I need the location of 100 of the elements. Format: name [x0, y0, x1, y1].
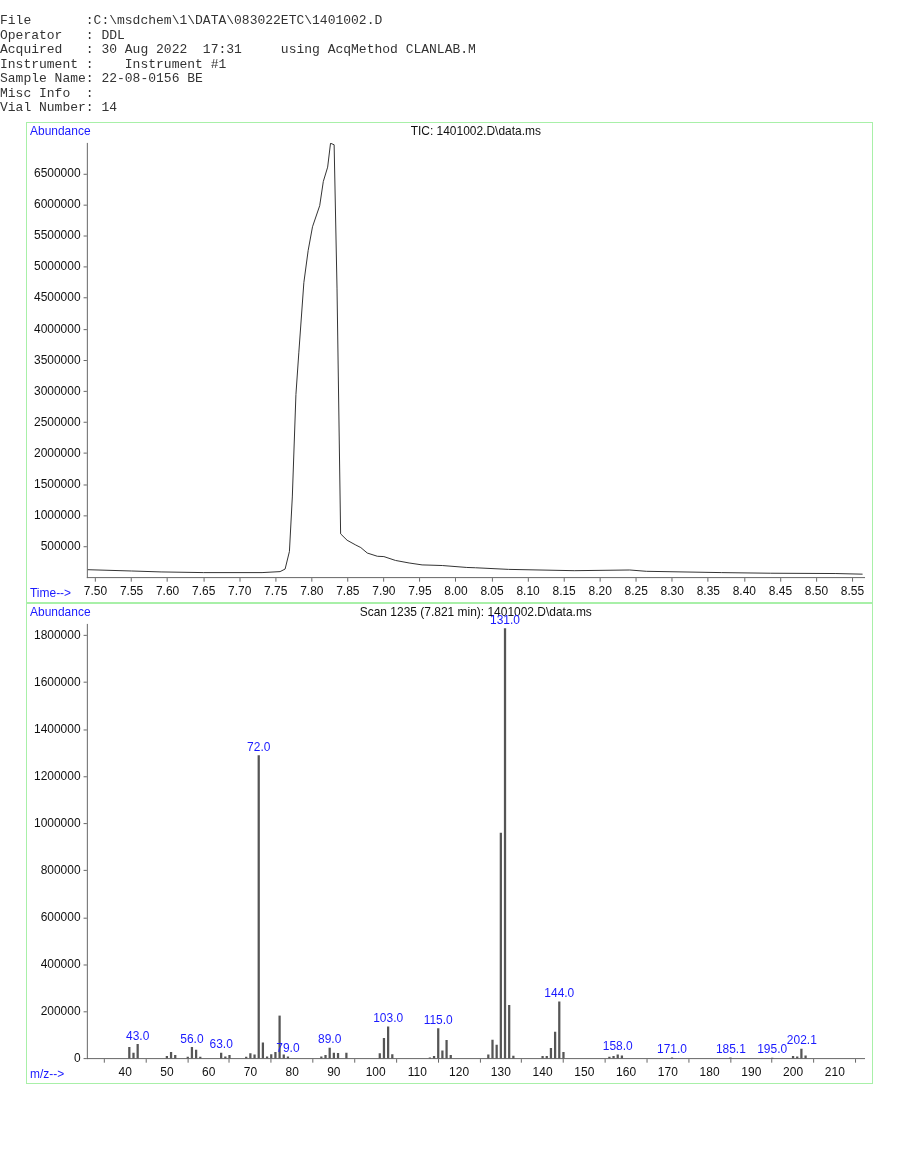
x-tick-label: 8.25: [624, 584, 649, 599]
bar: [228, 1055, 231, 1059]
y-tick-label: 3500000: [34, 352, 81, 367]
y-tick-label: 6500000: [34, 166, 81, 181]
x-tick-label: 7.60: [155, 584, 180, 599]
y-tick-label: 5000000: [34, 259, 81, 274]
bar: [562, 1052, 565, 1059]
y-tick-label: 200000: [40, 1004, 81, 1018]
text: Sample Name: 22-08-0156 BE: [0, 71, 203, 86]
x-axis-title: m/z-->: [29, 1067, 65, 1082]
x-tick-label: 110: [407, 1065, 428, 1080]
annotation: 63.0: [209, 1037, 234, 1052]
x-tick-label: 160: [616, 1065, 637, 1080]
x-tick-label: 210: [824, 1065, 846, 1080]
x-tick-label: 50: [160, 1065, 174, 1080]
y-tick-label: 2000000: [34, 445, 81, 460]
y-tick-label: 3000000: [34, 383, 81, 398]
x-tick-label: 70: [243, 1065, 258, 1080]
bar: [249, 1053, 252, 1059]
annotation: 89.0: [318, 1032, 342, 1047]
bar: [345, 1052, 348, 1059]
x-tick-label: 8.45: [768, 584, 793, 599]
x-tick-label: 140: [532, 1065, 553, 1080]
x-tick-label: 7.95: [408, 584, 432, 599]
x-tick-label: 7.85: [336, 584, 360, 599]
text: Misc Info :: [0, 85, 94, 101]
x-tick-label: 8.10: [516, 584, 541, 599]
x-tick-label: 130: [490, 1065, 512, 1080]
bar: [253, 1054, 256, 1059]
annotation: 185.1: [715, 1042, 747, 1057]
bar: [491, 1039, 494, 1059]
y-axis-title: Abundance: [29, 124, 91, 139]
x-tick-label: 100: [365, 1065, 386, 1080]
y-tick-label: 2500000: [34, 414, 81, 429]
y-tick-label: 1000000: [34, 507, 81, 522]
text: Instrument : Instrument #1: [0, 56, 227, 72]
y-axis-title: Abundance: [29, 605, 91, 620]
x-tick-label: 8.20: [588, 584, 613, 599]
x-tick-label: 120: [449, 1065, 470, 1080]
y-tick-label: 1600000: [34, 674, 81, 689]
x-tick-label: 8.35: [696, 584, 721, 599]
y-tick-label: 1400000: [34, 721, 81, 736]
x-tick-label: 8.30: [660, 584, 685, 599]
x-tick-label: 7.90: [372, 584, 396, 599]
x-tick-label: 40: [118, 1065, 133, 1080]
text: File :C:\msdchem\1\DATA\083022ETC\1401002.D: [0, 13, 383, 28]
y-tick-label: 600000: [40, 910, 81, 924]
y-tick-label: 800000: [40, 863, 81, 877]
annotation: 195.0: [757, 1042, 788, 1057]
x-tick-label: 7.75: [264, 584, 288, 599]
text: Operator : DDL: [0, 27, 125, 43]
bar: [445, 1040, 448, 1059]
x-tick-label: 8.05: [480, 584, 505, 599]
y-tick-label: 500000: [40, 538, 81, 553]
x-tick-label: 7.70: [228, 584, 252, 599]
y-tick-label: 6000000: [34, 197, 81, 212]
x-tick-label: 80: [285, 1065, 300, 1080]
x-tick-label: 7.65: [192, 584, 216, 599]
x-tick-label: 7.55: [119, 584, 144, 599]
x-tick-label: 170: [657, 1065, 679, 1080]
y-tick-label: 4500000: [34, 290, 81, 305]
x-tick-label: 150: [574, 1065, 595, 1080]
x-tick-label: 90: [327, 1065, 341, 1080]
y-tick-label: 1500000: [34, 476, 81, 491]
y-tick-label: 0: [73, 1051, 81, 1065]
annotation: 56.0: [180, 1031, 204, 1046]
y-tick-label: 4000000: [34, 321, 81, 336]
x-tick-label: 180: [699, 1065, 720, 1080]
text: Acquired : 30 Aug 2022 17:31 using AcqMethod CLANLAB.M: [0, 42, 476, 57]
y-tick-label: 1000000: [34, 815, 81, 830]
x-tick-label: 60: [201, 1065, 216, 1080]
x-tick-label: 8.40: [732, 584, 757, 599]
x-tick-label: 7.80: [300, 584, 324, 599]
bar: [324, 1055, 327, 1059]
text: Vial Number: 14: [0, 100, 118, 115]
x-tick-label: 8.55: [840, 584, 865, 599]
y-tick-label: 1800000: [34, 627, 81, 642]
x-axis-title: Time-->: [29, 586, 72, 601]
x-tick-label: 190: [741, 1065, 762, 1080]
chart-title: TIC: 1401002.D\data.ms: [410, 124, 541, 139]
annotation: 103.0: [373, 1011, 404, 1026]
annotation: 158.0: [602, 1039, 634, 1054]
x-tick-label: 8.00: [444, 584, 468, 599]
bar: [132, 1052, 135, 1059]
bar: [800, 1048, 803, 1059]
bar: [612, 1056, 615, 1059]
annotation: 43.0: [126, 1028, 150, 1043]
x-tick-label: 7.50: [83, 584, 108, 599]
x-tick-label: 8.50: [804, 584, 829, 599]
annotation: 144.0: [544, 986, 575, 1001]
y-tick-label: 5500000: [34, 228, 81, 243]
y-tick-label: 1200000: [34, 768, 81, 783]
bar: [541, 1056, 544, 1059]
annotation: 202.1: [786, 1033, 818, 1048]
x-tick-label: 200: [783, 1065, 804, 1080]
x-tick-label: 8.15: [552, 584, 577, 599]
y-tick-label: 400000: [40, 957, 81, 971]
annotation: 115.0: [423, 1012, 454, 1027]
annotation: 72.0: [247, 739, 271, 754]
annotation: 171.0: [657, 1042, 688, 1057]
